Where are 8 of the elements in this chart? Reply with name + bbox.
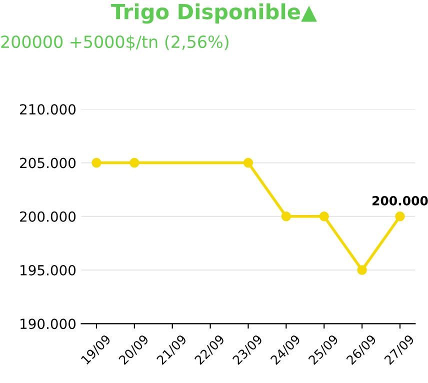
y-tick-label: 210.000 <box>20 104 76 115</box>
chart-title: Trigo Disponible▲ <box>111 3 317 24</box>
y-tick-label: 190.000 <box>20 318 76 330</box>
chart-subtitle: 200000 +5000$/tn (2,56%) <box>1 35 228 50</box>
data-label: 200.000 <box>372 196 428 206</box>
y-tick-label: 195.000 <box>20 264 76 276</box>
y-tick-label: 205.000 <box>20 158 76 168</box>
y-tick-label: 200.000 <box>20 211 76 222</box>
